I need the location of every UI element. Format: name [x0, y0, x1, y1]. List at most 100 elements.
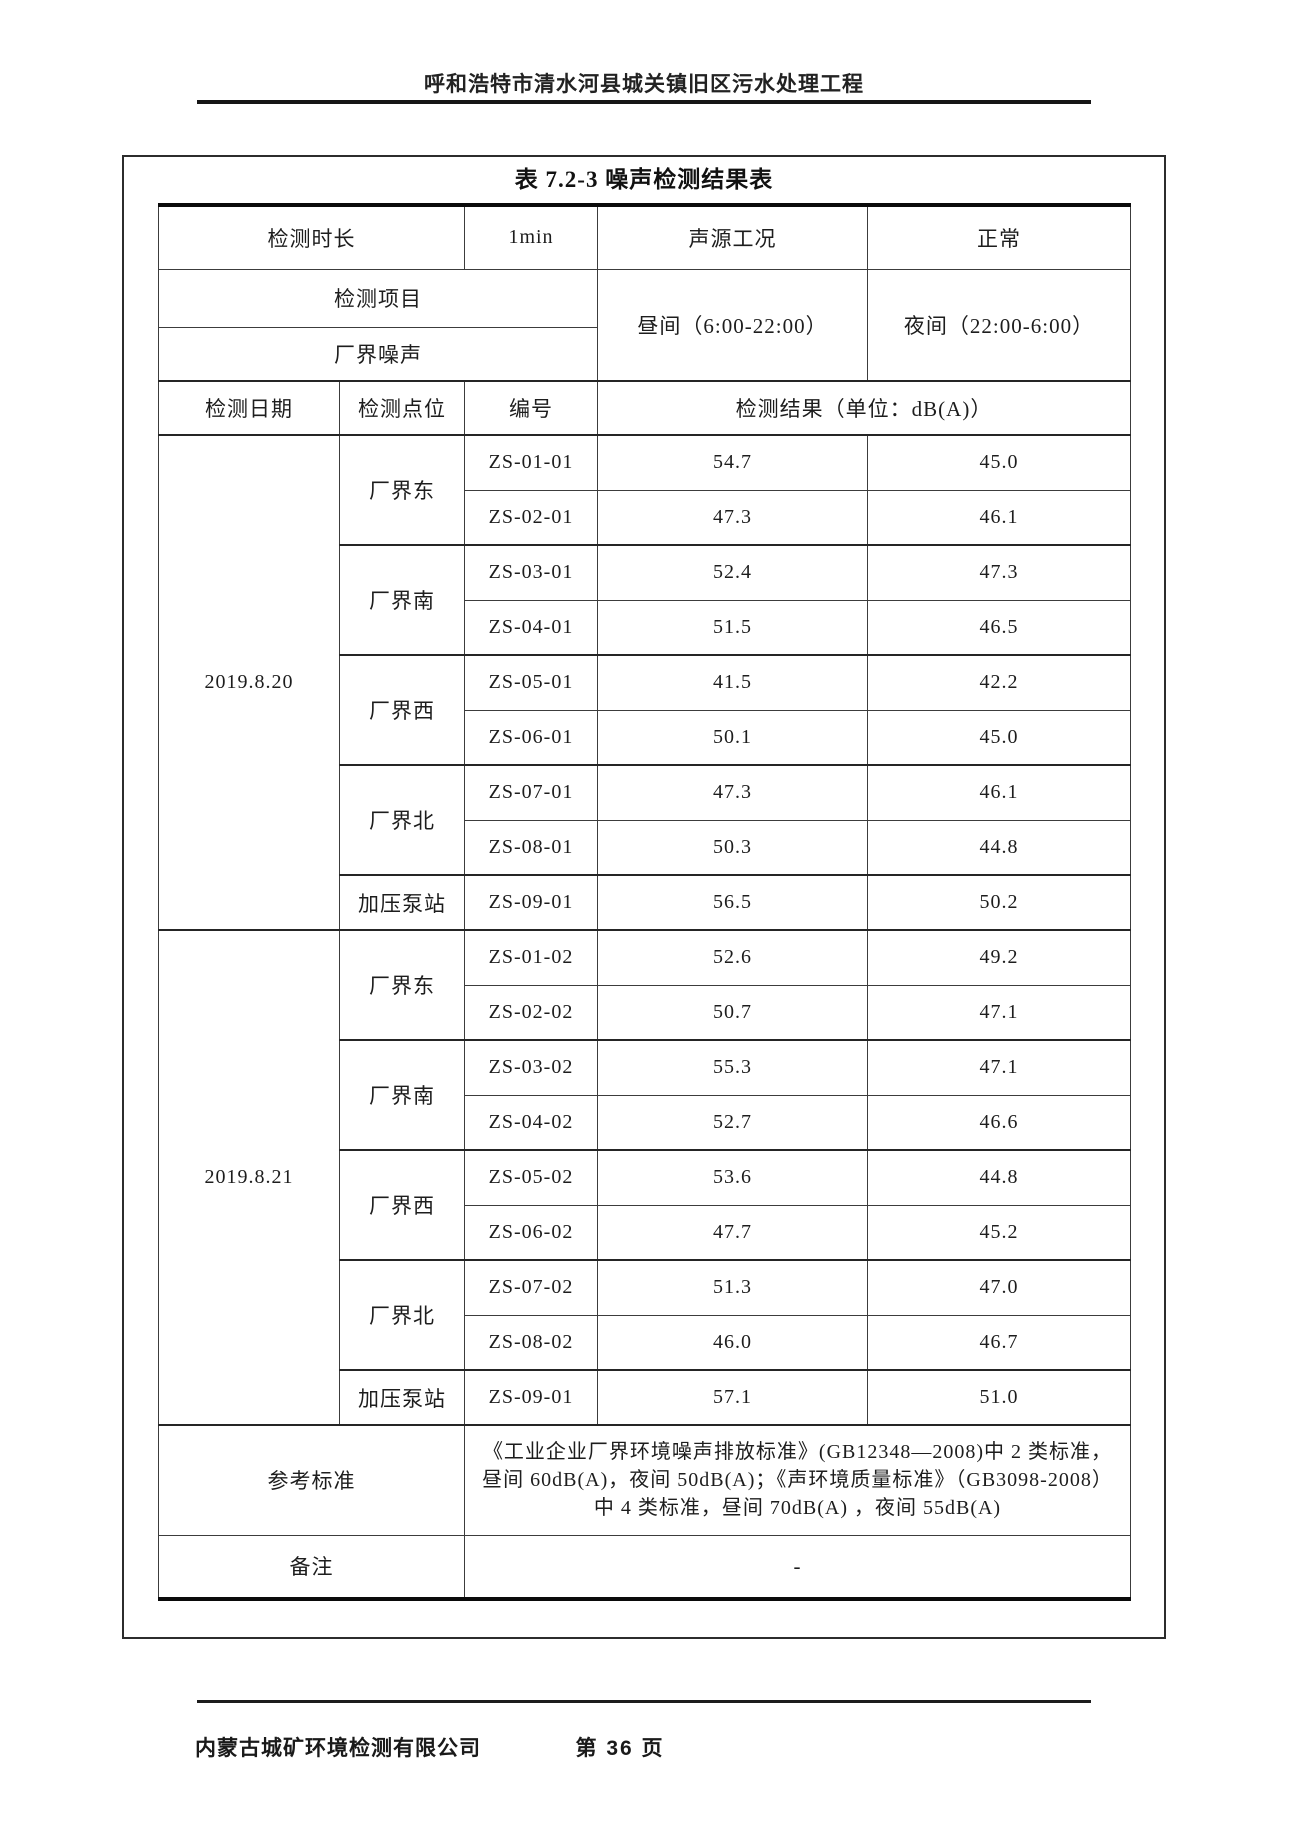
table-row: 厂界北 ZS-07-02 51.3 47.0 [159, 1259, 1131, 1371]
sample-code-cell: ZS-03-02 [464, 1039, 598, 1096]
day-value-cell: 54.7 [597, 434, 868, 491]
sample-code-cell: ZS-08-01 [464, 819, 598, 876]
night-value-cell: 46.7 [867, 1314, 1131, 1371]
point-name-cell: 厂界东 [339, 434, 465, 546]
night-value-cell: 49.2 [867, 929, 1131, 986]
reference-line: 中 4 类标准，昼间 70dB(A) ，夜间 55dB(A) [593, 1497, 1002, 1520]
day-value-cell: 57.1 [597, 1369, 868, 1426]
remark-label-cell: 备注 [158, 1534, 465, 1600]
day-value-cell: 52.7 [597, 1094, 868, 1151]
night-value-cell: 46.1 [867, 489, 1131, 546]
col-header-date: 检测日期 [158, 380, 340, 436]
sample-code-cell: ZS-01-01 [464, 434, 598, 491]
day-value-cell: 50.3 [597, 819, 868, 876]
sample-code-cell: ZS-08-02 [464, 1314, 598, 1371]
sample-code-cell: ZS-04-02 [464, 1094, 598, 1151]
night-value-cell: 47.1 [867, 1039, 1131, 1096]
table-row: 参考标准 《工业企业厂界环境噪声排放标准》(GB12348—2008)中 2 类… [158, 1424, 1131, 1536]
table-row: 检测时长 1min 声源工况 正常 [158, 204, 1131, 270]
sample-code-cell: ZS-05-02 [464, 1149, 598, 1206]
sample-code-cell: ZS-07-02 [464, 1259, 598, 1316]
date-cell: 2019.8.21 [158, 929, 340, 1426]
day-value-cell: 47.7 [597, 1204, 868, 1261]
page-header-rule [197, 100, 1091, 104]
night-value-cell: 45.0 [867, 434, 1131, 491]
sample-code-cell: ZS-06-01 [464, 709, 598, 766]
col-header-point: 检测点位 [339, 380, 465, 436]
reference-line: 《工业企业厂界环境噪声排放标准》(GB12348—2008)中 2 类标准， [482, 1441, 1113, 1464]
day-value-cell: 56.5 [597, 874, 868, 931]
page-footer-rule [197, 1700, 1091, 1703]
day-value-cell: 52.4 [597, 544, 868, 601]
night-value-cell: 45.2 [867, 1204, 1131, 1261]
point-name-cell: 加压泵站 [339, 874, 465, 931]
table-row: 厂界西 ZS-05-01 41.5 42.2 [159, 654, 1131, 766]
table-row: 2019.8.20 厂界东 ZS-01-01 54.7 45.0 [158, 434, 1131, 931]
table-footer-section: 参考标准 《工业企业厂界环境噪声排放标准》(GB12348—2008)中 2 类… [158, 1424, 1131, 1600]
reference-label-cell: 参考标准 [158, 1424, 465, 1536]
table-title: 表 7.2-3 噪声检测结果表 [514, 167, 774, 192]
day-value-cell: 51.5 [597, 599, 868, 656]
table-row: 厂界北 ZS-07-01 47.3 46.1 [159, 764, 1131, 876]
night-value-cell: 46.6 [867, 1094, 1131, 1151]
reference-content-cell: 《工业企业厂界环境噪声排放标准》(GB12348—2008)中 2 类标准， 昼… [464, 1424, 1131, 1536]
point-name-cell: 厂界西 [339, 1149, 465, 1261]
table-row: 检测项目 昼间（6:00-22:00） 夜间（22:00-6:00） [158, 268, 1131, 382]
remark-value-cell: - [464, 1534, 1131, 1600]
table-row: ZS-08-02 46.0 46.7 [159, 1314, 1131, 1371]
duration-label-cell: 检测时长 [158, 204, 465, 270]
sample-code-cell: ZS-07-01 [464, 764, 598, 821]
night-value-cell: 45.0 [867, 709, 1131, 766]
point-name-cell: 厂界南 [339, 1039, 465, 1151]
condition-value-cell: 正常 [867, 204, 1131, 270]
day-value-cell: 47.3 [597, 764, 868, 821]
results-body: 2019.8.20 厂界东 ZS-01-01 54.7 45.0 ZS-02-01 47.3… [158, 434, 1131, 1426]
page-header-project-title: 呼和浩特市清水河县城关镇旧区污水处理工程 [424, 72, 864, 96]
table-row: ZS-04-01 51.5 46.5 [159, 599, 1131, 656]
day-value-cell: 52.6 [597, 929, 868, 986]
point-name-cell: 加压泵站 [339, 1369, 465, 1426]
day-value-cell: 50.1 [597, 709, 868, 766]
day-value-cell: 53.6 [597, 1149, 868, 1206]
daytime-header-cell: 昼间（6:00-22:00） [597, 268, 868, 382]
table-row: ZS-06-01 50.1 45.0 [159, 709, 1131, 766]
sample-code-cell: ZS-09-01 [464, 1369, 598, 1426]
day-value-cell: 41.5 [597, 654, 868, 711]
item-value-cell: 厂界噪声 [158, 326, 598, 382]
night-value-cell: 46.5 [867, 599, 1131, 656]
col-header-code: 编号 [464, 380, 598, 436]
item-label-cell: 检测项目 [158, 268, 598, 328]
table-row: ZS-02-02 50.7 47.1 [159, 984, 1131, 1041]
table-row: 加压泵站 ZS-09-01 56.5 50.2 [159, 874, 1131, 931]
sample-code-cell: ZS-02-02 [464, 984, 598, 1041]
day-value-cell: 50.7 [597, 984, 868, 1041]
night-value-cell: 47.0 [867, 1259, 1131, 1316]
table-header-section: 检测时长 1min 声源工况 正常 检测项目 昼间（6:00-22:00） 夜间… [158, 204, 1131, 436]
night-value-cell: 44.8 [867, 1149, 1131, 1206]
night-value-cell: 44.8 [867, 819, 1131, 876]
point-name-cell: 厂界北 [339, 764, 465, 876]
table-row: ZS-04-02 52.7 46.6 [159, 1094, 1131, 1151]
night-header-cell: 夜间（22:00-6:00） [867, 268, 1131, 382]
sample-code-cell: ZS-02-01 [464, 489, 598, 546]
night-value-cell: 46.1 [867, 764, 1131, 821]
footer-company-name: 内蒙古城矿环境检测有限公司 [195, 1737, 481, 1760]
table-row: 备注 - [158, 1534, 1131, 1600]
point-name-cell: 厂界东 [339, 929, 465, 1041]
sample-code-cell: ZS-03-01 [464, 544, 598, 601]
sample-code-cell: ZS-04-01 [464, 599, 598, 656]
reference-line: 昼间 60dB(A)，夜间 50dB(A)；《声环境质量标准》（GB3098-2… [482, 1469, 1113, 1492]
sample-code-cell: ZS-05-01 [464, 654, 598, 711]
day-value-cell: 55.3 [597, 1039, 868, 1096]
sample-code-cell: ZS-01-02 [464, 929, 598, 986]
footer-page-number: 第 36 页 [575, 1737, 665, 1760]
date-cell: 2019.8.20 [158, 434, 340, 931]
point-name-cell: 厂界西 [339, 654, 465, 766]
day-value-cell: 51.3 [597, 1259, 868, 1316]
sample-code-cell: ZS-09-01 [464, 874, 598, 931]
table-row: 加压泵站 ZS-09-01 57.1 51.0 [159, 1369, 1131, 1426]
day-value-cell: 47.3 [597, 489, 868, 546]
point-name-cell: 厂界北 [339, 1259, 465, 1371]
night-value-cell: 42.2 [867, 654, 1131, 711]
table-row: ZS-06-02 47.7 45.2 [159, 1204, 1131, 1261]
